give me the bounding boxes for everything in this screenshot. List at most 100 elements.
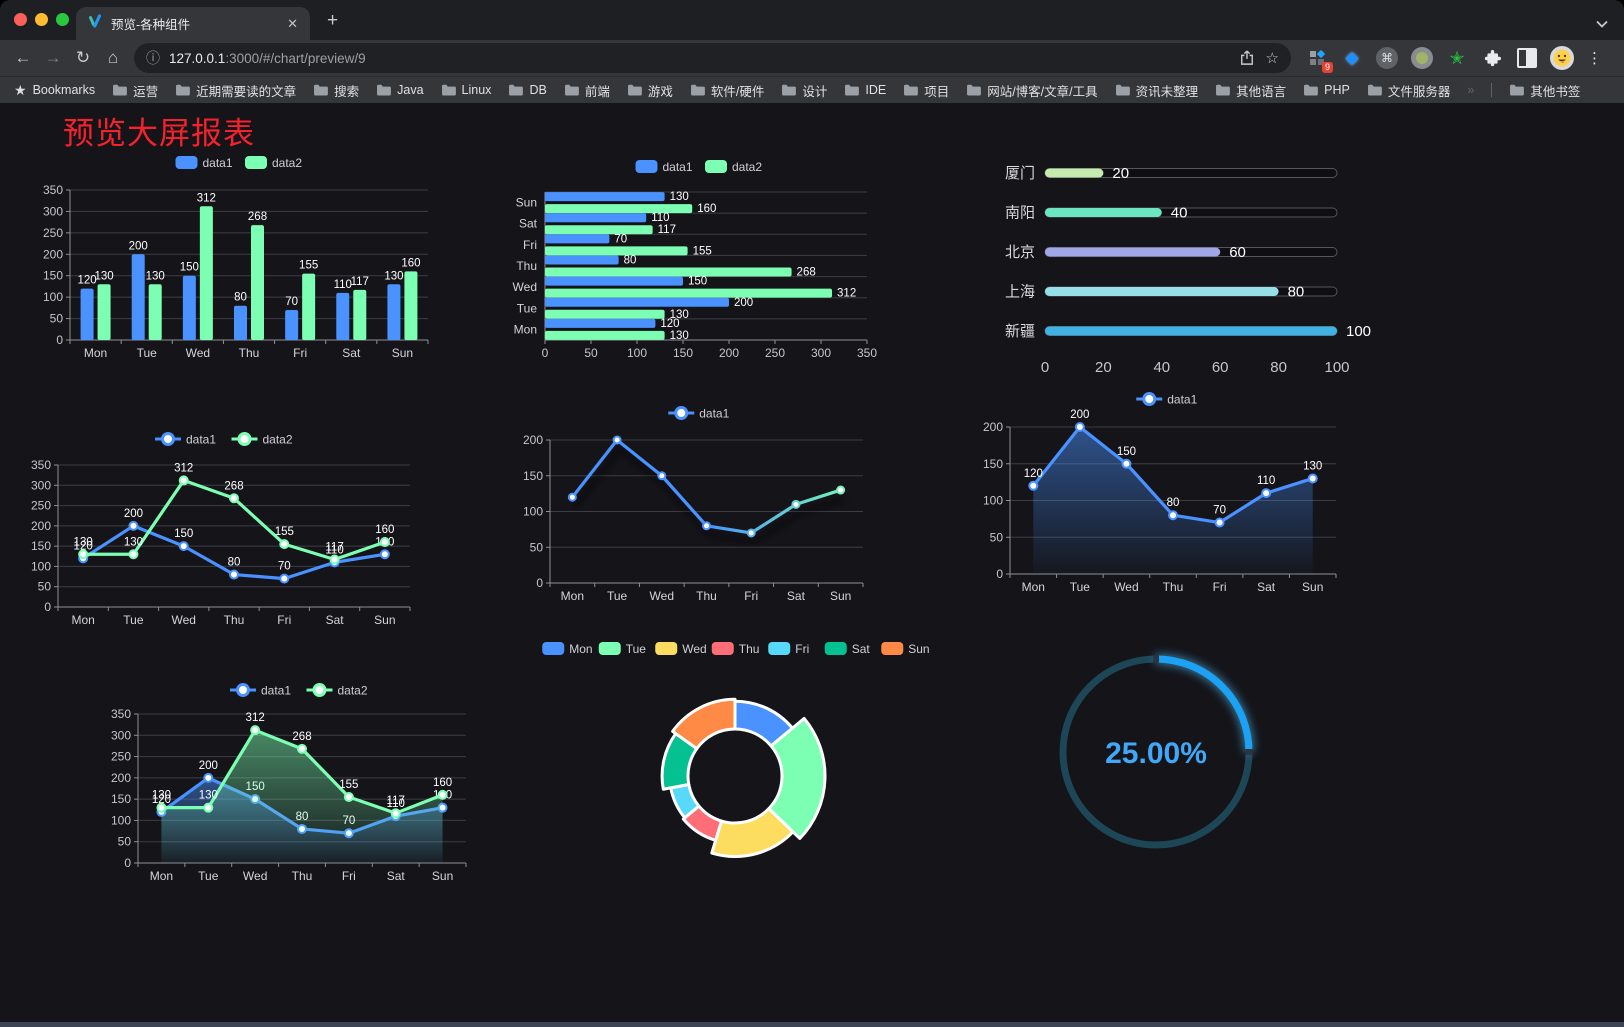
svg-text:117: 117 — [658, 224, 676, 236]
bookmarks-overflow-button[interactable]: » — [1467, 83, 1475, 97]
scraper-extension-icon[interactable]: 9 — [1305, 46, 1333, 73]
bookmark-folder[interactable]: 运营 — [112, 81, 158, 100]
svg-text:Tue: Tue — [198, 869, 219, 883]
bookmarks-manager[interactable]: ★ Bookmarks — [14, 82, 95, 99]
minimize-window-button[interactable] — [35, 13, 48, 26]
bookmark-folder[interactable]: 近期需要读的文章 — [175, 81, 296, 100]
folder-icon — [314, 84, 329, 96]
tab-close-icon[interactable]: ✕ — [287, 15, 298, 31]
two-series-line-chart: data1 data2 0 50 100 150 200 250 300 350 120 200 150… — [20, 428, 430, 641]
svg-text:Sun: Sun — [1302, 580, 1323, 593]
forward-button[interactable]: → — [44, 48, 62, 67]
svg-text:data2: data2 — [263, 433, 293, 447]
command-extension-icon[interactable]: ⌘ — [1375, 46, 1399, 70]
svg-text:312: 312 — [837, 288, 856, 300]
folder-icon — [113, 84, 127, 96]
svg-text:312: 312 — [246, 712, 265, 724]
bookmark-folder[interactable]: IDE — [844, 83, 886, 97]
folder-icon — [967, 84, 982, 96]
svg-text:40: 40 — [1171, 205, 1188, 222]
svg-text:data1: data1 — [699, 407, 729, 421]
svg-text:Tue: Tue — [626, 642, 647, 656]
site-info-icon[interactable]: ⓘ — [146, 50, 160, 66]
bookmark-folder[interactable]: Java — [376, 83, 424, 97]
svg-text:268: 268 — [292, 731, 311, 743]
bookmark-folder[interactable]: 搜索 — [313, 81, 359, 100]
tab-search-chevron-icon[interactable] — [1596, 15, 1608, 33]
bookmark-folder[interactable]: Linux — [441, 83, 491, 97]
browser-tab[interactable]: 预览-各种组件 ✕ — [76, 7, 310, 40]
svg-text:250: 250 — [31, 499, 51, 513]
svg-text:Mon: Mon — [569, 642, 592, 656]
share-button[interactable] — [1240, 50, 1254, 66]
other-bookmarks[interactable]: 其他书签 — [1509, 81, 1580, 100]
svg-text:200: 200 — [111, 771, 131, 785]
tab-title: 预览-各种组件 — [111, 18, 191, 32]
svg-text:Mon: Mon — [1022, 580, 1045, 593]
new-tab-button[interactable]: + — [327, 10, 339, 31]
green-star-extension-icon[interactable]: ✭ — [1449, 48, 1465, 68]
extensions-puzzle-icon[interactable] — [1480, 46, 1504, 70]
back-button[interactable]: ← — [14, 48, 32, 67]
svg-text:Thu: Thu — [239, 346, 260, 360]
bookmark-folder[interactable]: 其他语言 — [1215, 81, 1286, 100]
svg-text:Fri: Fri — [277, 613, 291, 627]
svg-text:新疆: 新疆 — [1005, 323, 1035, 340]
url-bar[interactable]: ⓘ 127.0.0.1 :3000/#/chart/preview/9 ☆ — [134, 43, 1291, 73]
svg-text:70: 70 — [285, 296, 298, 308]
svg-text:130: 130 — [670, 330, 689, 342]
svg-text:150: 150 — [43, 269, 63, 283]
svg-text:130: 130 — [124, 536, 143, 548]
svg-text:Thu: Thu — [739, 642, 760, 656]
svg-text:155: 155 — [693, 245, 712, 257]
bookmark-folder[interactable]: 项目 — [903, 81, 949, 100]
bookmark-folder[interactable]: 文件服务器 — [1367, 81, 1450, 100]
svg-text:0: 0 — [1041, 359, 1049, 376]
bookmark-folder[interactable]: 前端 — [564, 81, 610, 100]
svg-text:Tue: Tue — [517, 301, 538, 315]
svg-text:350: 350 — [31, 458, 51, 472]
svg-text:100: 100 — [627, 346, 647, 360]
svg-text:100: 100 — [1324, 359, 1349, 376]
svg-text:150: 150 — [688, 276, 707, 288]
home-button[interactable]: ⌂ — [107, 48, 119, 67]
bookmark-folder-label: 资讯未整理 — [1135, 84, 1199, 99]
sidebar-toggle-extension-icon[interactable] — [1515, 46, 1539, 70]
svg-text:150: 150 — [174, 528, 193, 540]
bookmark-folder[interactable]: 游戏 — [627, 81, 673, 100]
zoom-window-button[interactable] — [56, 13, 69, 26]
donut-rose-chart: Mon Tue Wed Thu Fri Sat Sun — [535, 636, 935, 891]
url-path: :3000/#/chart/preview/9 — [225, 50, 366, 66]
svg-text:300: 300 — [43, 204, 63, 218]
svg-text:130: 130 — [94, 270, 113, 282]
svg-text:100: 100 — [111, 813, 131, 827]
svg-text:Fri: Fri — [744, 589, 758, 603]
svg-text:data1: data1 — [261, 684, 291, 698]
svg-text:130: 130 — [146, 270, 165, 282]
bookmark-folder-label: IDE — [865, 83, 887, 97]
gem-extension-icon[interactable]: ◆ — [1345, 48, 1359, 67]
svg-text:80: 80 — [234, 292, 247, 304]
svg-text:Thu: Thu — [696, 589, 717, 603]
bookmark-folder-label: 网站/博客/文章/工具 — [987, 84, 1098, 99]
profile-avatar[interactable] — [1550, 46, 1574, 70]
folder-icon — [509, 84, 524, 96]
star-icon: ★ — [14, 81, 27, 98]
svg-text:268: 268 — [224, 480, 243, 492]
bookmark-folder[interactable]: 设计 — [781, 81, 827, 100]
close-window-button[interactable] — [14, 13, 27, 26]
svg-text:268: 268 — [797, 267, 816, 279]
bookmark-star-button[interactable]: ☆ — [1265, 50, 1279, 67]
folder-icon — [1510, 84, 1525, 96]
bookmark-folder[interactable]: 软件/硬件 — [690, 81, 764, 100]
browser-toolbar: ← → ↻ ⌂ ⓘ 127.0.0.1 :3000/#/chart/previe… — [0, 40, 1624, 76]
browser-menu-button[interactable]: ⋮ — [1587, 50, 1602, 67]
recorder-extension-icon[interactable] — [1410, 46, 1434, 70]
svg-text:100: 100 — [1346, 323, 1371, 340]
bookmark-folder[interactable]: 网站/博客/文章/工具 — [966, 81, 1098, 100]
bookmark-folder[interactable]: PHP — [1303, 83, 1350, 97]
bookmark-folder[interactable]: 资讯未整理 — [1115, 81, 1199, 100]
reload-button[interactable]: ↻ — [75, 48, 91, 67]
bookmark-folder[interactable]: DB — [508, 83, 547, 97]
folder-icon — [690, 84, 705, 96]
